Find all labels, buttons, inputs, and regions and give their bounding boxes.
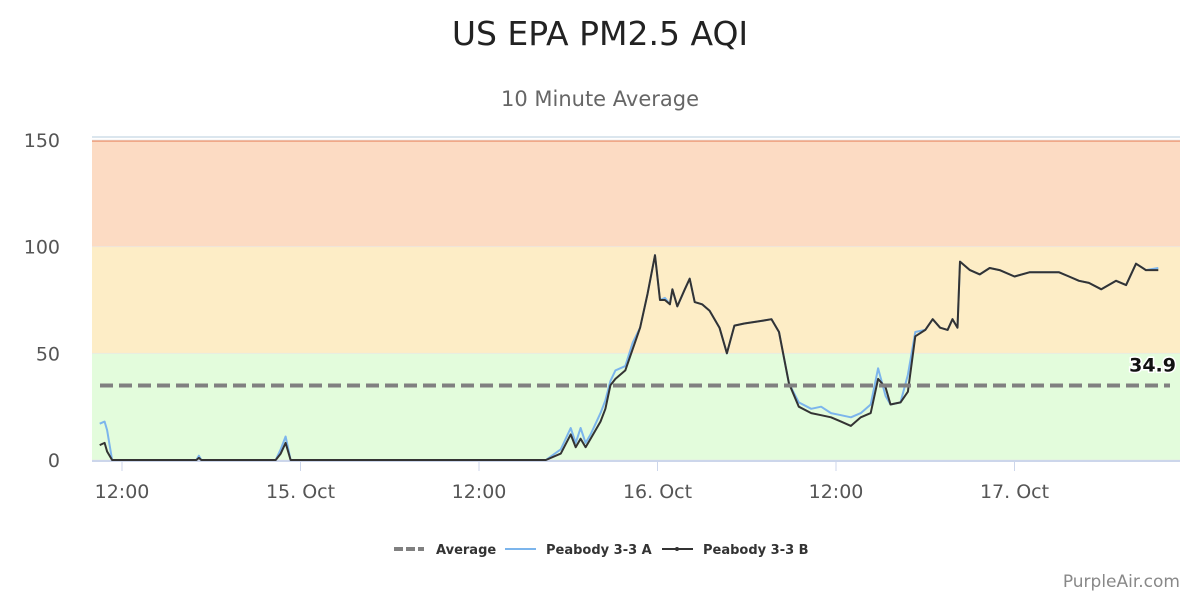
- y-tick-label: 100: [24, 237, 60, 259]
- legend-b-marker: [675, 547, 679, 551]
- x-tick-label: 12:00: [809, 481, 864, 503]
- y-tick-label: 0: [48, 450, 60, 472]
- y-tick-label: 150: [24, 130, 60, 152]
- x-tick-label: 15. Oct: [266, 481, 335, 503]
- chart-subtitle: 10 Minute Average: [500, 87, 700, 111]
- purpleair-credit-link[interactable]: PurpleAir.com: [1062, 572, 1180, 592]
- x-tick-label: 12:00: [95, 481, 150, 503]
- legend-series-b[interactable]: Peabody 3-3 B: [703, 543, 809, 558]
- legend-average[interactable]: Average: [436, 543, 496, 558]
- aqi-band: [92, 140, 1180, 247]
- series-b-line: [99, 254, 1159, 461]
- x-tick-label: 12:00: [452, 481, 507, 503]
- legend-series-a[interactable]: Peabody 3-3 A: [546, 543, 652, 558]
- average-value-label: 34.9: [1129, 355, 1176, 377]
- x-tick-label: 17. Oct: [980, 481, 1049, 503]
- x-tick-label: 16. Oct: [623, 481, 692, 503]
- y-tick-label: 50: [36, 343, 60, 365]
- aqi-band: [92, 353, 1180, 460]
- chart-title: US EPA PM2.5 AQI: [451, 14, 749, 53]
